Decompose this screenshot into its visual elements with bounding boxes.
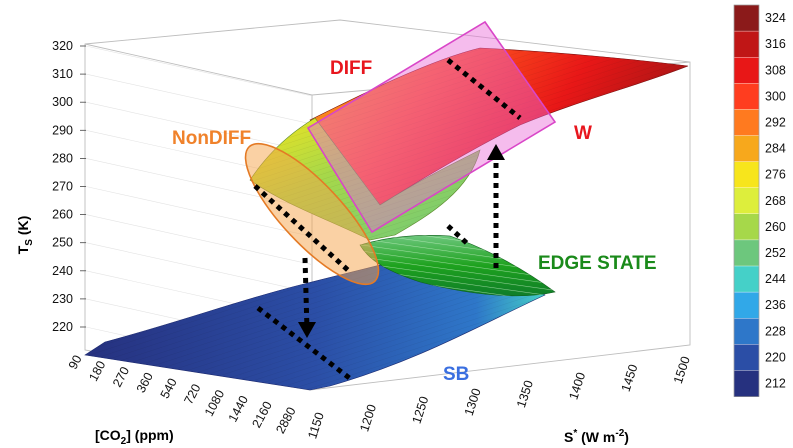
colorbar-label: 236 xyxy=(765,298,786,312)
co2-tick-label: 90 xyxy=(66,353,85,372)
z-axis-ticks: 320 310 300 290 280 270 260 250 240 230 220 xyxy=(52,39,86,334)
colorbar-label: 324 xyxy=(765,11,786,25)
z-tick-label: 280 xyxy=(52,151,73,165)
z-tick-label: 230 xyxy=(52,292,73,306)
colorbar-swatch xyxy=(733,30,760,58)
colorbar-swatch xyxy=(733,57,760,85)
z-tick-label: 290 xyxy=(52,123,73,137)
colorbar-label: 244 xyxy=(765,272,786,286)
colorbar-label: 212 xyxy=(765,376,786,390)
colorbar-label: 316 xyxy=(765,37,786,51)
diff-region-plane xyxy=(306,20,557,234)
z-axis-title: TS (K) xyxy=(15,216,35,255)
co2-tick-label: 540 xyxy=(158,376,180,401)
colorbar-label: 292 xyxy=(765,115,786,129)
colorbar-swatch xyxy=(733,239,760,267)
colorbar-swatch xyxy=(733,109,760,137)
co2-tick-label: 2880 xyxy=(273,405,298,436)
co2-tick-label: 180 xyxy=(86,359,108,384)
nondiff-region-ellipse xyxy=(244,142,380,286)
s-tick-label: 1350 xyxy=(514,379,536,410)
z-tick-label: 310 xyxy=(52,67,73,81)
z-gridline xyxy=(85,186,313,237)
co2-tick-label: 270 xyxy=(110,364,132,389)
arrow-up-icon xyxy=(487,144,505,160)
bifurcation-dotted-lines xyxy=(253,58,522,382)
colorbar-label: 268 xyxy=(765,194,786,208)
colorbar-swatch xyxy=(733,370,760,398)
colorbar-label: 276 xyxy=(765,168,786,182)
region-label-nondiff: NonDIFF xyxy=(172,128,251,149)
region-label-sb: SB xyxy=(443,364,469,385)
z-tick-label: 240 xyxy=(52,264,73,278)
colorbar-swatch xyxy=(733,4,760,32)
z-tick-label: 220 xyxy=(52,320,73,334)
z-tick-label: 320 xyxy=(52,39,73,53)
colorbar-swatch xyxy=(733,291,760,319)
s-axis-title: S* (W m-2) xyxy=(564,428,629,445)
z-gridline xyxy=(85,73,313,125)
colorbar: 324 316 308 300 292 284 276 268 260 252 244 236 228 2… xyxy=(733,4,786,398)
colorbar-swatch xyxy=(733,344,760,372)
co2-tick-label: 1440 xyxy=(226,393,251,424)
colorbar-label: 252 xyxy=(765,246,786,260)
colorbar-label: 228 xyxy=(765,324,786,338)
colorbar-swatch xyxy=(733,265,760,293)
co2-tick-label: 720 xyxy=(181,382,203,407)
colorbar-frame xyxy=(733,4,760,397)
colorbar-label: 308 xyxy=(765,63,786,77)
z-tick-label: 270 xyxy=(52,180,73,194)
s-tick-label: 1400 xyxy=(566,371,588,402)
arrow-down-icon xyxy=(298,322,316,338)
co2-tick-label: 2160 xyxy=(249,399,274,430)
colorbar-label: 220 xyxy=(765,350,786,364)
colorbar-label: 284 xyxy=(765,142,786,156)
colorbar-swatch xyxy=(733,83,760,111)
s-tick-label: 1500 xyxy=(671,355,693,386)
s-tick-label: 1450 xyxy=(619,363,641,394)
colorbar-swatch xyxy=(733,187,760,215)
z-gridline xyxy=(85,242,313,293)
z-tick-label: 250 xyxy=(52,236,73,250)
z-tick-label: 300 xyxy=(52,95,73,109)
region-label-diff: DIFF xyxy=(330,58,372,79)
z-tick-label: 260 xyxy=(52,208,73,222)
s-tick-label: 1250 xyxy=(410,395,432,426)
s-tick-label: 1200 xyxy=(357,403,379,434)
colorbar-swatch xyxy=(733,213,760,241)
z-gridline xyxy=(85,45,313,97)
colorbar-swatch xyxy=(733,161,760,189)
z-gridline xyxy=(85,214,313,265)
co2-tick-label: 1080 xyxy=(202,387,227,418)
colorbar-swatch xyxy=(733,135,760,163)
co2-axis-title: [CO2] (ppm) xyxy=(95,427,174,447)
s-tick-label: 1150 xyxy=(305,411,327,441)
colorbar-label: 260 xyxy=(765,220,786,234)
colorbar-label: 300 xyxy=(765,89,786,103)
z-gridline xyxy=(85,101,313,153)
region-label-edge-state: EDGE STATE xyxy=(538,253,657,274)
colorbar-swatch xyxy=(733,318,760,346)
co2-tick-label: 360 xyxy=(134,370,156,395)
region-label-w: W xyxy=(574,123,592,144)
s-tick-label: 1300 xyxy=(462,387,484,418)
